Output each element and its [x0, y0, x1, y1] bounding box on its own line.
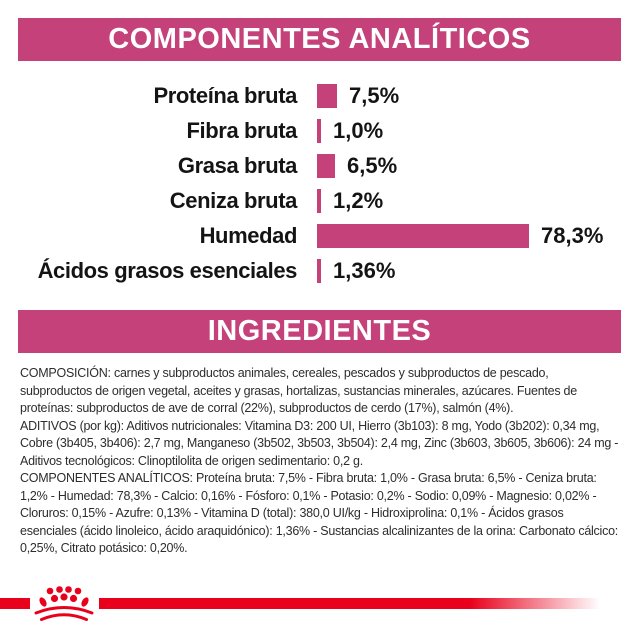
- chart-row: Ácidos grasos esenciales 1,36%: [18, 253, 622, 288]
- brand-stripe-right: [99, 598, 600, 609]
- chart-bar: [317, 83, 337, 108]
- chart-bar: [317, 223, 529, 248]
- chart-row: Ceniza bruta 1,2%: [18, 183, 622, 218]
- chart-value-label: 1,2%: [333, 187, 384, 213]
- chart-value-label: 6,5%: [347, 152, 398, 178]
- chart-value-label: 7,5%: [349, 82, 400, 108]
- chart-category-label: Humedad: [199, 222, 298, 248]
- chart-category-label: Grasa bruta: [177, 152, 297, 178]
- chart-row: Humedad 78,3%: [18, 218, 622, 253]
- chart-value-label: 1,0%: [333, 117, 384, 143]
- analytical-components-paragraph: COMPONENTES ANALÍTICOS: Proteína bruta: …: [20, 471, 618, 555]
- chart-value-label: 78,3%: [541, 222, 604, 248]
- ingredients-text-block: COMPOSICIÓN: carnes y subproductos anima…: [20, 365, 622, 558]
- chart-bar: [317, 258, 321, 283]
- chart-bar: [317, 188, 321, 213]
- chart-bar: [317, 118, 321, 143]
- analytical-components-chart: Proteína bruta 7,5% Fibra bruta 1,0% Grasa b…: [18, 78, 622, 288]
- chart-row: Fibra bruta 1,0%: [18, 113, 622, 148]
- chart-category-label: Proteína bruta: [153, 82, 297, 108]
- chart-value-label: 1,36%: [333, 257, 396, 283]
- chart-category-label: Ceniza bruta: [169, 187, 298, 213]
- brand-stripe-left: [0, 598, 30, 609]
- royal-canin-crown-icon: [31, 584, 97, 622]
- additives-paragraph: ADITIVOS (por kg): Aditivos nutricionale…: [20, 418, 619, 468]
- chart-bar: [317, 153, 335, 178]
- chart-category-label: Fibra bruta: [186, 117, 298, 143]
- chart-category-label: Ácidos grasos esenciales: [37, 257, 298, 283]
- analytics-section-header: COMPONENTES ANALÍTICOS: [18, 18, 621, 61]
- ingredients-section-header: INGREDIENTES: [18, 310, 621, 353]
- chart-row: Proteína bruta 7,5%: [18, 78, 622, 113]
- composition-paragraph: COMPOSICIÓN: carnes y subproductos anima…: [20, 366, 577, 415]
- chart-row: Grasa bruta 6,5%: [18, 148, 622, 183]
